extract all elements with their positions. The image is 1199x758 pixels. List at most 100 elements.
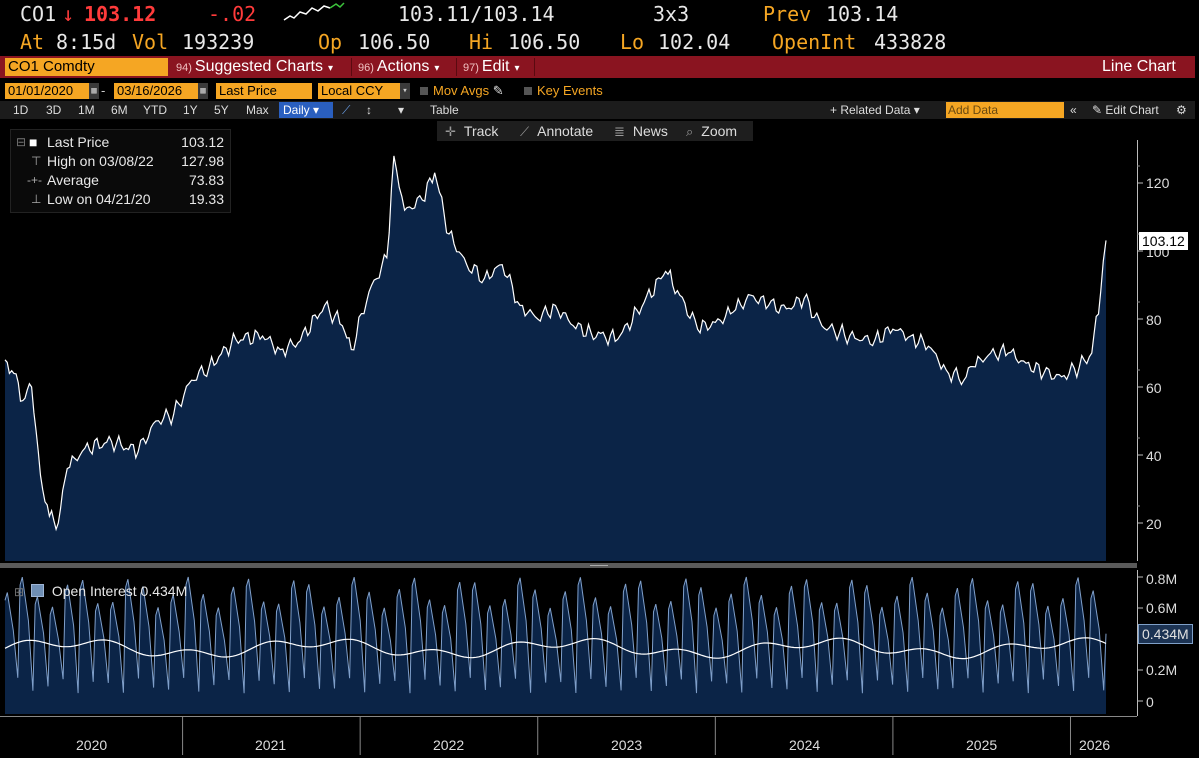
calendar-icon[interactable]: ▦ xyxy=(89,83,99,99)
legend-last-value: 103.12 xyxy=(181,134,224,150)
range-1y[interactable]: 1Y xyxy=(183,103,198,117)
range-ytd[interactable]: YTD xyxy=(143,103,167,117)
news-label: News xyxy=(632,123,668,139)
high-marker-icon: ⊤ xyxy=(31,154,42,168)
open-interest-line xyxy=(4,576,1107,694)
ticker: CO1 xyxy=(20,2,57,26)
last-price-tag: 103.12 xyxy=(1139,232,1188,250)
news-button[interactable]: ≣ News xyxy=(614,121,668,141)
suggested-label: Suggested Charts xyxy=(194,58,323,75)
x-year-label: 2023 xyxy=(611,737,643,753)
range-max[interactable]: Max xyxy=(246,103,269,117)
open-interest-trend-line xyxy=(4,637,1107,660)
low-marker-icon: ⊥ xyxy=(31,192,42,206)
key-events-toggle[interactable]: Key Events xyxy=(524,83,603,99)
legend-last-row: ⊟ ■ Last Price 103.12 xyxy=(11,133,230,151)
oi-tick: 0.2M xyxy=(1146,662,1178,678)
low-price: 102.04 xyxy=(658,30,731,54)
open-interest-value: 433828 xyxy=(874,30,947,54)
line-chart-icon[interactable]: ⟋ xyxy=(342,103,351,117)
legend-low-row: ⊥ Low on 04/21/20 19.33 xyxy=(11,190,230,208)
edit-label: Edit xyxy=(481,58,510,75)
legend-average-value: 73.83 xyxy=(188,172,224,188)
volume: 193239 xyxy=(182,30,255,54)
menu-divider xyxy=(534,58,535,76)
open-interest-legend: ⊞ Open Interest 0.434M xyxy=(14,582,187,600)
chart-style-icon[interactable]: ↕ xyxy=(366,103,372,117)
related-data-label: + Related Data xyxy=(830,103,911,117)
open-label: Op xyxy=(318,30,343,54)
annotate-label: Annotate xyxy=(537,123,594,139)
oi-tick: 0 xyxy=(1146,694,1154,710)
chevron-down-icon[interactable]: ▾ xyxy=(400,83,410,99)
gear-icon[interactable]: ⚙ xyxy=(1176,103,1187,117)
chart-axes xyxy=(0,140,1143,755)
mov-avgs-label: Mov Avgs xyxy=(433,83,490,98)
caret-down-icon: ▾ xyxy=(514,63,520,74)
x-year-label: 2026 xyxy=(1079,737,1111,753)
menu-divider xyxy=(351,58,352,76)
annotate-button[interactable]: ⟋ Annotate xyxy=(520,121,593,141)
oi-tick: 0.6M xyxy=(1146,600,1178,616)
chart-type-label: Line Chart xyxy=(1102,58,1176,75)
low-label: Lo xyxy=(620,30,645,54)
legend-average-label: Average xyxy=(47,172,99,188)
range-1m[interactable]: 1M xyxy=(78,103,95,117)
zoom-button[interactable]: ⌕ Zoom xyxy=(686,121,737,141)
open-price: 106.50 xyxy=(358,30,431,54)
field-select[interactable]: Last Price xyxy=(216,83,312,99)
prev-label: Prev xyxy=(763,2,812,26)
edit-chart-label: Edit Chart xyxy=(1105,103,1159,117)
open-interest-legend-label: Open Interest 0.434M xyxy=(51,583,188,599)
pencil-icon: ✎ xyxy=(1092,103,1103,117)
legend-high-row: ⊤ High on 03/08/22 127.98 xyxy=(11,152,230,170)
price-tick: 120 xyxy=(1146,175,1170,191)
actions-button[interactable]: 96) Actions ▾ xyxy=(354,56,454,78)
series-swatch-icon xyxy=(30,584,44,597)
end-date-input[interactable]: 03/16/2026 xyxy=(114,83,198,99)
collapse-box-icon[interactable]: ⊟ xyxy=(16,135,27,149)
period-select[interactable]: Daily ▾ xyxy=(279,102,333,118)
at-label: At xyxy=(20,30,45,54)
range-3d[interactable]: 3D xyxy=(46,103,62,117)
price-series xyxy=(4,155,1107,561)
x-year-label: 2024 xyxy=(789,737,821,753)
chevron-down-icon: ▾ xyxy=(913,103,920,117)
legend-high-value: 127.98 xyxy=(181,153,224,169)
open-interest-last-tag: 0.434M xyxy=(1138,624,1193,644)
panel-divider xyxy=(0,563,1137,568)
open-interest-area xyxy=(5,577,1106,714)
suggested-charts-button[interactable]: 94) Suggested Charts ▾ xyxy=(172,56,350,78)
chevron-down-icon[interactable]: ▾ xyxy=(398,103,405,117)
track-button[interactable]: ✛ Track xyxy=(445,121,498,141)
menu-divider xyxy=(456,58,457,76)
edit-num: 97) xyxy=(463,62,479,74)
legend-last-label: Last Price xyxy=(47,134,110,150)
prev-close: 103.14 xyxy=(826,2,899,26)
collapse-icon[interactable]: « xyxy=(1070,103,1077,117)
news-icon: ≣ xyxy=(614,124,625,139)
track-label: Track xyxy=(463,123,499,139)
mov-avgs-toggle[interactable]: Mov Avgs ✎ xyxy=(420,83,504,99)
edit-button[interactable]: 97) Edit ▾ xyxy=(459,56,533,78)
range-6m[interactable]: 6M xyxy=(111,103,128,117)
chart-toolbar xyxy=(437,121,753,141)
x-year-label: 2022 xyxy=(433,737,465,753)
related-data-button[interactable]: + Related Data ▾ xyxy=(830,101,920,119)
crosshair-icon: ✛ xyxy=(445,124,456,139)
range-1d[interactable]: 1D xyxy=(13,103,29,117)
range-5y[interactable]: 5Y xyxy=(214,103,229,117)
net-change: -.02 xyxy=(208,2,257,26)
bid-ask-size: 3x3 xyxy=(653,2,690,26)
edit-chart-button[interactable]: ✎ Edit Chart xyxy=(1092,101,1159,119)
collapse-box-icon[interactable]: ⊞ xyxy=(14,585,25,599)
chevron-down-icon: ▾ xyxy=(313,103,320,117)
add-data-input[interactable]: Add Data xyxy=(946,102,1064,118)
currency-select[interactable]: Local CCY xyxy=(318,83,400,99)
start-date-input[interactable]: 01/01/2020 xyxy=(5,83,89,99)
pencil-icon: ✎ xyxy=(492,83,504,98)
table-button[interactable]: Table xyxy=(430,103,459,117)
calendar-icon[interactable]: ▦ xyxy=(198,83,208,99)
security-input[interactable]: CO1 Comdty xyxy=(5,58,168,76)
